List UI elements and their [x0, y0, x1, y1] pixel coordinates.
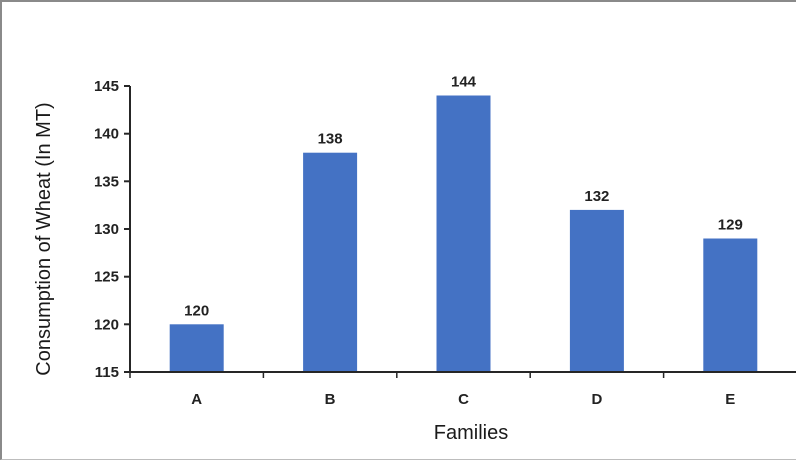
bar-b [303, 152, 358, 372]
bar-e [703, 238, 758, 372]
y-tick-label-115: 115 [95, 364, 119, 381]
y-tick-label-120: 120 [94, 316, 119, 333]
x-tick-label-e: E [725, 391, 735, 408]
y-tick-label-140: 140 [94, 126, 119, 143]
x-axis-title: Families [434, 422, 508, 444]
x-tick-label-d: D [591, 391, 602, 408]
bars-layer [169, 95, 758, 372]
bar-c [436, 95, 491, 372]
data-label-a: 120 [184, 302, 209, 319]
data-label-d: 132 [584, 188, 609, 205]
y-tick-label-125: 125 [94, 269, 119, 286]
data-label-c: 144 [451, 74, 477, 91]
axes-layer [124, 85, 796, 378]
bar-d [569, 209, 624, 372]
y-tick-label-130: 130 [94, 221, 119, 238]
x-tick-label-b: B [325, 391, 336, 408]
x-tick-label-a: A [191, 391, 202, 408]
bar-a [169, 324, 224, 372]
data-label-e: 129 [718, 217, 743, 234]
data-label-b: 138 [318, 131, 343, 148]
labels-layer: 120 A 138 B 144 C 132 D 129 E 115 120 125 130 135 140 14… [94, 74, 743, 409]
y-axis-title: Consumption of Wheat (In MT) [33, 102, 55, 375]
y-tick-label-145: 145 [94, 78, 119, 95]
x-tick-label-c: C [458, 391, 469, 408]
y-tick-label-135: 135 [94, 173, 119, 190]
